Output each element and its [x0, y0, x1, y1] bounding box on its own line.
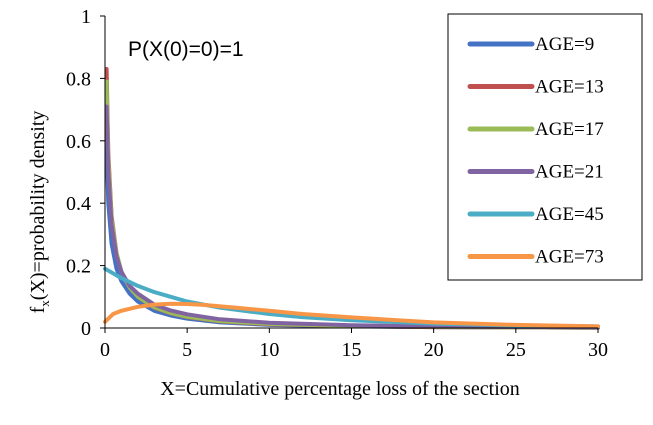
legend-label: AGE=45 — [535, 204, 604, 225]
legend-box — [447, 13, 643, 281]
x-tick-label: 25 — [506, 339, 526, 361]
annotation-label: P(X(0)=0)=1 — [128, 38, 244, 61]
legend-label: AGE=73 — [535, 247, 604, 268]
x-tick-label: 5 — [182, 339, 192, 361]
x-tick-label: 0 — [100, 339, 110, 361]
x-tick-label: 30 — [588, 339, 608, 361]
series-line-6 — [103, 301, 600, 329]
y-tick-label: 0.8 — [66, 68, 91, 90]
y-axis-title-subscript: x — [37, 300, 52, 307]
plot-lines — [103, 67, 600, 330]
y-axis-title-main: f — [27, 306, 49, 313]
axis-ticks: 0 5 10 15 20 25 30 0 0.2 0.4 0.6 0.8 1 — [66, 6, 608, 361]
y-tick-label: 0.4 — [66, 193, 91, 215]
y-tick-label: 1 — [81, 6, 91, 28]
series-line-4 — [104, 104, 600, 330]
y-axis-title: fx(X)=probability density — [27, 111, 52, 314]
y-tick-label: 0.6 — [66, 131, 91, 153]
y-tick-label: 0.2 — [66, 256, 91, 278]
legend-label: AGE=21 — [535, 162, 604, 183]
legend-label: AGE=9 — [535, 34, 594, 55]
y-axis-title-rest: (X)=probability density — [27, 111, 49, 301]
legend: AGE=9 AGE=13 AGE=17 AGE=21 AGE=45 AGE=73 — [467, 34, 604, 268]
x-tick-label: 15 — [342, 339, 362, 361]
x-tick-label: 10 — [259, 339, 279, 361]
svg-text:fx(X)=probability density: fx(X)=probability density — [27, 111, 52, 314]
y-tick-label: 0 — [81, 318, 91, 340]
legend-label: AGE=13 — [535, 77, 604, 98]
x-axis-title: X=Cumulative percentage loss of the sect… — [160, 378, 520, 400]
legend-label: AGE=17 — [535, 119, 604, 140]
x-tick-label: 20 — [424, 339, 444, 361]
